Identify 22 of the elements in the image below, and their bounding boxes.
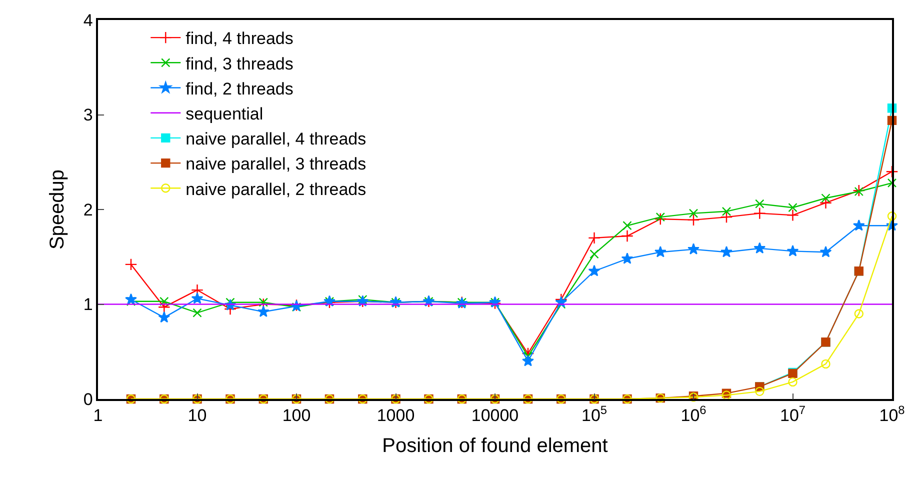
x-tick-label: 100 <box>282 406 311 426</box>
legend-label: naive parallel, 4 threads <box>186 130 366 149</box>
x-tick-label: 10000 <box>471 406 519 426</box>
x-axis-title: Position of found element <box>382 435 608 458</box>
legend-label: find, 2 threads <box>186 79 294 98</box>
x-tick-label: 10$^{6}$ <box>680 403 707 426</box>
x-tick-label: 10$^{5}$ <box>581 403 608 426</box>
legend-label: sequential <box>186 104 264 124</box>
legend-label: naive parallel, 2 threads <box>186 180 366 199</box>
y-axis-title: Speedup <box>46 169 68 250</box>
legend-label: find, 3 threads <box>186 54 294 74</box>
y-tick-label: 3 <box>83 106 93 125</box>
y-tick-label: 0 <box>83 390 93 409</box>
legend-label: find, 4 threads <box>186 29 294 48</box>
x-tick-label: 10 <box>188 406 207 426</box>
x-tick-label: 1000 <box>376 406 415 426</box>
y-tick-label: 1 <box>83 295 93 314</box>
x-tick-label: 10$^{8}$ <box>879 403 906 426</box>
x-tick-label: 10$^{7}$ <box>780 403 806 426</box>
y-tick-label: 4 <box>83 10 93 30</box>
legend-label: naive parallel, 3 threads <box>186 154 366 174</box>
y-tick-label: 2 <box>83 200 93 220</box>
